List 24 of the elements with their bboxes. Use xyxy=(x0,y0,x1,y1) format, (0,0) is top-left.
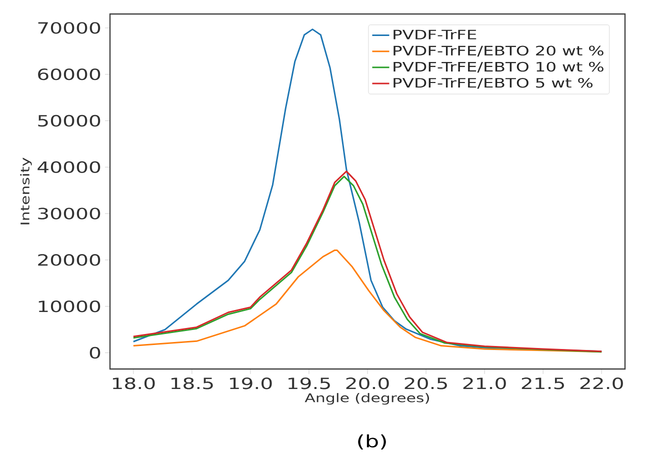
legend-label: PVDF-TrFE/EBTO 5 wt % xyxy=(394,78,593,89)
y-tick-label: 40000 xyxy=(38,161,100,173)
x-tick-label: 19.0 xyxy=(230,378,272,390)
x-tick-label: 19.5 xyxy=(288,378,330,390)
x-tick-label: 18.0 xyxy=(112,378,155,390)
x-tick-label: 21.5 xyxy=(522,378,564,390)
y-tick-label: 30000 xyxy=(38,208,100,220)
x-axis-title: Angle (degrees) xyxy=(304,393,430,405)
y-tick-label: 10000 xyxy=(38,300,100,312)
text: (b) xyxy=(358,434,386,450)
y-axis-title: Intensity xyxy=(20,158,32,224)
y-tick-label: 50000 xyxy=(38,114,100,127)
y-tick-label: 0 xyxy=(90,346,100,359)
legend-label: PVDF-TrFE/EBTO 10 wt % xyxy=(394,62,604,73)
legend-label: PVDF-TrFE xyxy=(394,30,476,40)
x-tick-label: 21.0 xyxy=(463,378,506,390)
x-tick-label: 20.5 xyxy=(404,378,447,390)
x-tick-label: 20.0 xyxy=(346,378,389,390)
y-tick-label: 70000 xyxy=(38,22,100,34)
y-tick-label: 60000 xyxy=(38,68,100,80)
x-tick-label: 22.0 xyxy=(580,378,623,390)
x-tick-label: 18.5 xyxy=(171,378,213,390)
legend-label: PVDF-TrFE/EBTO 20 wt % xyxy=(394,46,604,57)
y-tick-label: 20000 xyxy=(38,254,100,266)
